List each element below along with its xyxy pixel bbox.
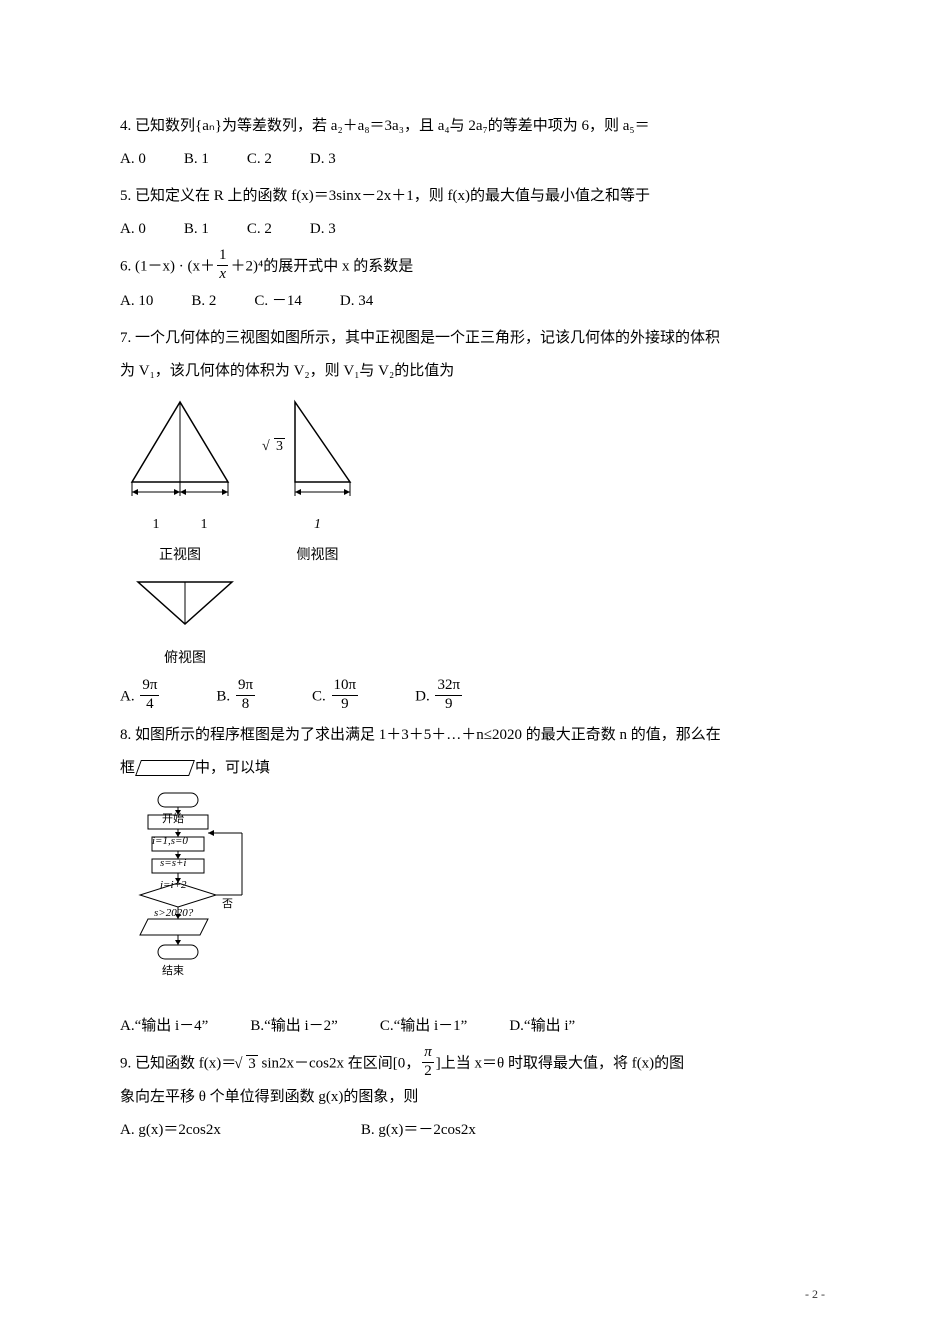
side-view: 3 1 侧视图: [270, 394, 365, 572]
q8-opt-a: A.“输出 i－4”: [120, 1010, 208, 1043]
question-8: 8. 如图所示的程序框图是为了求出满足 1＋3＋5＋…＋n≤2020 的最大正奇…: [120, 719, 825, 1043]
q8-opt-d: D.“输出 i”: [509, 1010, 575, 1043]
q9-mid2: ]上当 x＝θ 时取得最大值，将 f(x)的图: [436, 1056, 684, 1072]
flow-cond: s>2020?: [154, 901, 193, 925]
q4-opt-b: B. 1: [184, 143, 209, 176]
q5-opt-c: C. 2: [247, 213, 272, 246]
q7-options: A. 9π4 B. 9π8 C. 10π9 D. 32π9: [120, 680, 825, 715]
q7-line2: 为 V₁，该几何体的体积为 V₂，则 V₁与 V₂的比值为: [120, 355, 825, 388]
q9-line1: 9. 已知函数 f(x)＝3 sin2x－cos2x 在区间[0，π2]上当 x…: [120, 1047, 825, 1082]
question-9: 9. 已知函数 f(x)＝3 sin2x－cos2x 在区间[0，π2]上当 x…: [120, 1047, 825, 1148]
q4-opt-c: C. 2: [247, 143, 272, 176]
blank-parallelogram-icon: [135, 760, 195, 776]
q6-opt-d: D. 34: [340, 285, 373, 318]
q6-pre: 6. (1－x) · (x＋: [120, 259, 215, 275]
q5-opt-b: B. 1: [184, 213, 209, 246]
frac-num: 1: [217, 248, 229, 266]
q8-line2-post: 中，可以填: [195, 760, 270, 776]
flow-start: 开始: [162, 807, 184, 831]
question-5: 5. 已知定义在 R 上的函数 f(x)＝3sinx－2x＋1，则 f(x)的最…: [120, 180, 825, 246]
q8-options: A.“输出 i－4” B.“输出 i－2” C.“输出 i－1” D.“输出 i…: [120, 1010, 825, 1043]
page: 4. 已知数列{aₙ}为等差数列，若 a₂＋a₈＝3a₃，且 a₄与 2a₇的等…: [0, 0, 945, 1337]
q7-line1: 7. 一个几何体的三视图如图所示，其中正视图是一个正三角形，记该几何体的外接球的…: [120, 322, 825, 355]
dim-1b: 1: [180, 510, 228, 541]
sqrt-icon: 3: [236, 1048, 258, 1081]
q5-text: 5. 已知定义在 R 上的函数 f(x)＝3sinx－2x＋1，则 f(x)的最…: [120, 180, 825, 213]
q9-opt-b: B. g(x)＝－2cos2x: [361, 1114, 476, 1147]
q4-text: 4. 已知数列{aₙ}为等差数列，若 a₂＋a₈＝3a₃，且 a₄与 2a₇的等…: [120, 110, 825, 143]
question-4: 4. 已知数列{aₙ}为等差数列，若 a₂＋a₈＝3a₃，且 a₄与 2a₇的等…: [120, 110, 825, 176]
q5-opt-d: D. 3: [310, 213, 336, 246]
sqrt3-label: 3: [264, 432, 285, 463]
q9-options: A. g(x)＝2cos2x B. g(x)＝－2cos2x: [120, 1114, 825, 1147]
flowchart-figure: 开始 i=1,s=0 s=s+i i=i+2 s>2020? 否 结束: [130, 791, 825, 1004]
q6-text: 6. (1－x) · (x＋1x＋2)⁴的展开式中 x 的系数是: [120, 250, 825, 285]
q9-opt-a: A. g(x)＝2cos2x: [120, 1114, 221, 1147]
triangle-front-icon: [120, 394, 240, 504]
q9-line2: 象向左平移 θ 个单位得到函数 g(x)的图象，则: [120, 1081, 825, 1114]
q6-post: ＋2)⁴的展开式中 x 的系数是: [230, 259, 413, 275]
triangle-top-icon: [130, 576, 240, 631]
q7-opt-b: B. 9π8: [216, 680, 257, 715]
q5-opt-a: A. 0: [120, 213, 146, 246]
top-view: 俯视图: [130, 576, 825, 675]
q4-options: A. 0 B. 1 C. 2 D. 3: [120, 143, 825, 176]
flow-no: 否: [222, 892, 233, 916]
three-views-figure: 11 正视图 3: [120, 394, 825, 675]
q5-options: A. 0 B. 1 C. 2 D. 3: [120, 213, 825, 246]
q8-line1: 8. 如图所示的程序框图是为了求出满足 1＋3＋5＋…＋n≤2020 的最大正奇…: [120, 719, 825, 752]
q8-line2-pre: 框: [120, 760, 135, 776]
frac-den: x: [217, 266, 229, 283]
q8-opt-b: B.“输出 i－2”: [250, 1010, 338, 1043]
fraction-icon: π2: [422, 1045, 434, 1080]
top-view-label: 俯视图: [130, 644, 240, 675]
flow-init: i=1,s=0: [152, 829, 188, 853]
flow-step2: i=i+2: [160, 873, 186, 897]
q7-opt-c: C. 10π9: [312, 680, 360, 715]
page-number: - 2 -: [805, 1281, 825, 1307]
q8-line2: 框 中，可以填: [120, 752, 825, 785]
q8-opt-c: C.“输出 i－1”: [380, 1010, 468, 1043]
side-view-label: 侧视图: [270, 541, 365, 572]
dim-1a: 1: [132, 510, 180, 541]
front-view: 11 正视图: [120, 394, 240, 572]
q7-opt-a: A. 9π4: [120, 680, 161, 715]
flowchart-icon: [130, 791, 280, 991]
q6-opt-a: A. 10: [120, 285, 153, 318]
q9-mid1: sin2x－cos2x 在区间[0，: [258, 1056, 421, 1072]
question-7: 7. 一个几何体的三视图如图所示，其中正视图是一个正三角形，记该几何体的外接球的…: [120, 322, 825, 715]
flow-step1: s=s+i: [160, 851, 186, 875]
q4-opt-a: A. 0: [120, 143, 146, 176]
q7-opt-d: D. 32π9: [415, 680, 464, 715]
q6-opt-b: B. 2: [191, 285, 216, 318]
q6-options: A. 10 B. 2 C. －14 D. 34: [120, 285, 825, 318]
q9-pre: 9. 已知函数 f(x)＝: [120, 1056, 236, 1072]
fraction-icon: 1x: [217, 248, 229, 283]
front-view-label: 正视图: [120, 541, 240, 572]
q4-opt-d: D. 3: [310, 143, 336, 176]
flow-end: 结束: [162, 959, 184, 983]
question-6: 6. (1－x) · (x＋1x＋2)⁴的展开式中 x 的系数是 A. 10 B…: [120, 250, 825, 318]
q6-opt-c: C. －14: [254, 285, 302, 318]
